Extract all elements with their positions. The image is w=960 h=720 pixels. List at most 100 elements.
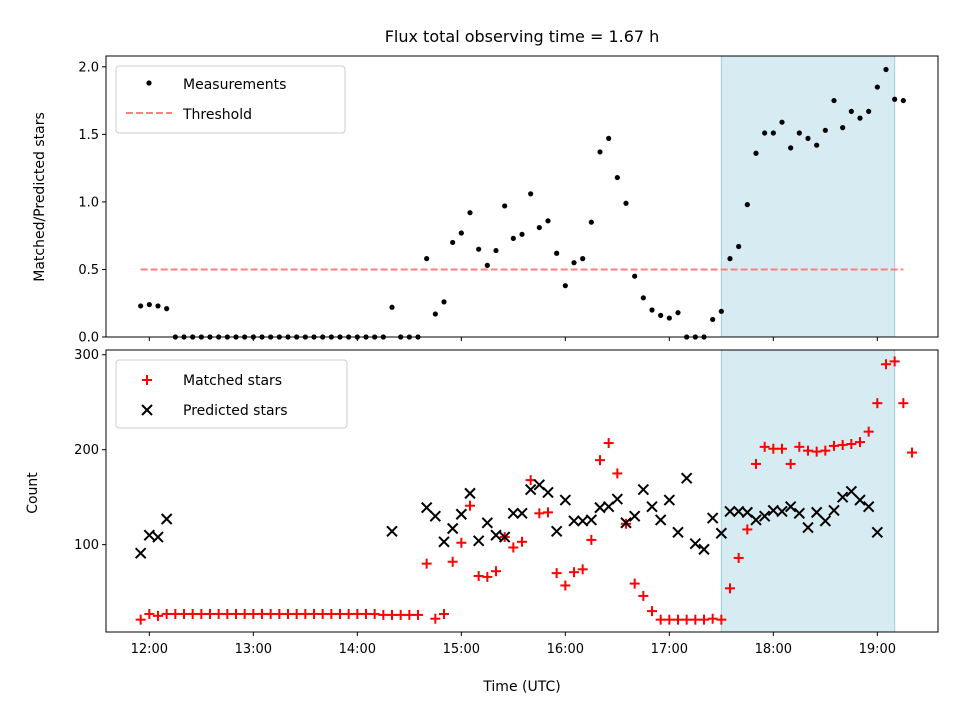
matched-star-point xyxy=(733,552,744,563)
predicted-star-point xyxy=(802,521,814,534)
predicted-star-point xyxy=(464,487,476,500)
top-legend: Measurements Threshold xyxy=(115,65,346,134)
matched-star-point xyxy=(430,613,441,624)
predicted-star-point xyxy=(611,493,624,505)
measurement-point xyxy=(658,312,664,318)
predicted-star-point xyxy=(516,507,528,520)
matched-star-point xyxy=(794,441,805,452)
matched-star-point xyxy=(872,398,883,409)
predicted-star-point xyxy=(620,517,632,529)
top-highlight-layer xyxy=(720,55,896,338)
matched-star-point xyxy=(395,609,406,620)
matched-star-point xyxy=(560,580,571,591)
measurement-point xyxy=(441,299,447,305)
top-y-tick-label: 1.5 xyxy=(78,128,99,143)
bottom-y-tick-label: 300 xyxy=(74,348,99,363)
predicted-star-point xyxy=(715,527,728,539)
matched-star-point xyxy=(655,614,666,625)
predicted-star-point xyxy=(776,505,788,518)
top-legend-box xyxy=(115,65,346,134)
measurement-point xyxy=(502,203,508,209)
top-plot-frame xyxy=(105,55,939,338)
predicted-star-point xyxy=(438,536,450,548)
matched-star-point xyxy=(690,614,701,625)
predicted-star-point xyxy=(854,494,866,506)
matched-star-point xyxy=(473,570,484,581)
predicted-star-point xyxy=(152,531,164,543)
measurement-point xyxy=(788,145,794,151)
matched-star-point xyxy=(673,614,683,625)
measurement-point xyxy=(597,149,603,155)
measurement-point xyxy=(892,96,898,102)
matched-star-point xyxy=(491,566,501,577)
predicted-star-point xyxy=(559,494,572,506)
measurement-point xyxy=(458,230,464,236)
matched-star-point xyxy=(725,583,735,594)
predicted-star-point xyxy=(828,504,840,517)
matched-star-point xyxy=(387,609,397,620)
x-tick-label: 17:00 xyxy=(651,642,688,657)
legend-matched-label: Matched stars xyxy=(183,373,282,389)
x-axis-title: Time (UTC) xyxy=(482,679,560,695)
bottom-axis-layer: 100 200 300 12:00 13:00 14:00 15:00 16:00 17:00 1… xyxy=(74,348,896,657)
top-y-tick-label: 0.5 xyxy=(78,263,99,278)
matched-star-point xyxy=(222,608,233,619)
predicted-star-point xyxy=(689,537,702,550)
matched-star-point xyxy=(300,608,311,619)
matched-star-point xyxy=(889,356,900,367)
matched-star-point xyxy=(907,447,917,458)
predicted-star-point xyxy=(550,525,563,538)
matched-star-point xyxy=(283,608,293,619)
matched-star-point xyxy=(309,608,319,619)
legend-predicted-marker xyxy=(141,404,153,416)
matched-star-point xyxy=(629,578,640,589)
top-highlight-span xyxy=(720,55,896,338)
matched-star-point xyxy=(785,458,796,469)
matched-star-point xyxy=(638,590,649,601)
predicted-star-point xyxy=(784,500,797,513)
predicted-star-point xyxy=(871,526,884,539)
measurement-point xyxy=(432,311,438,317)
bottom-panel: 100 200 300 12:00 13:00 14:00 15:00 16:00 17:00 1… xyxy=(25,348,939,695)
measurement-point xyxy=(467,210,473,216)
top-y-tick-label: 1.0 xyxy=(78,195,99,210)
chart-title: Flux total observing time = 1.67 h xyxy=(385,27,660,46)
matched-star-point xyxy=(335,608,345,619)
matched-star-point xyxy=(881,359,891,370)
matched-star-point xyxy=(508,542,519,553)
matched-star-point xyxy=(751,458,761,469)
measurement-point xyxy=(900,97,906,104)
matched-star-point xyxy=(586,534,597,545)
bottom-plot-frame xyxy=(105,349,939,633)
predicted-star-point xyxy=(845,485,858,498)
predicted-star-point xyxy=(498,531,511,543)
bottom-highlight-span xyxy=(720,349,896,633)
bottom-y-tick-label: 100 xyxy=(74,538,99,553)
measurement-point xyxy=(744,202,750,208)
measurement-point xyxy=(874,84,880,90)
matched-star-point xyxy=(248,608,259,619)
measurement-point xyxy=(883,66,889,73)
top-axis-layer: 0.0 0.5 1.0 1.5 2.0 xyxy=(78,60,878,346)
measurement-point xyxy=(848,108,854,114)
predicted-star-point xyxy=(490,529,502,541)
measurement-point xyxy=(675,310,681,316)
matched-star-point xyxy=(352,608,363,619)
measurement-point xyxy=(146,301,152,308)
predicted-star-point xyxy=(386,525,398,538)
predicted-star-point xyxy=(758,510,771,522)
measurement-point xyxy=(545,218,551,224)
matched-star-point xyxy=(196,608,207,619)
matched-star-point xyxy=(153,610,163,621)
matched-star-point xyxy=(603,438,614,449)
x-tick-label: 12:00 xyxy=(131,642,168,657)
top-y-tick-label: 2.0 xyxy=(78,60,99,75)
predicted-star-point xyxy=(160,513,173,525)
measurement-point xyxy=(649,307,655,313)
predicted-star-point xyxy=(481,517,494,529)
matched-star-point xyxy=(144,608,155,619)
predicted-star-point xyxy=(143,529,156,541)
legend-predicted-label: Predicted stars xyxy=(183,403,288,419)
measurement-point xyxy=(822,127,828,133)
